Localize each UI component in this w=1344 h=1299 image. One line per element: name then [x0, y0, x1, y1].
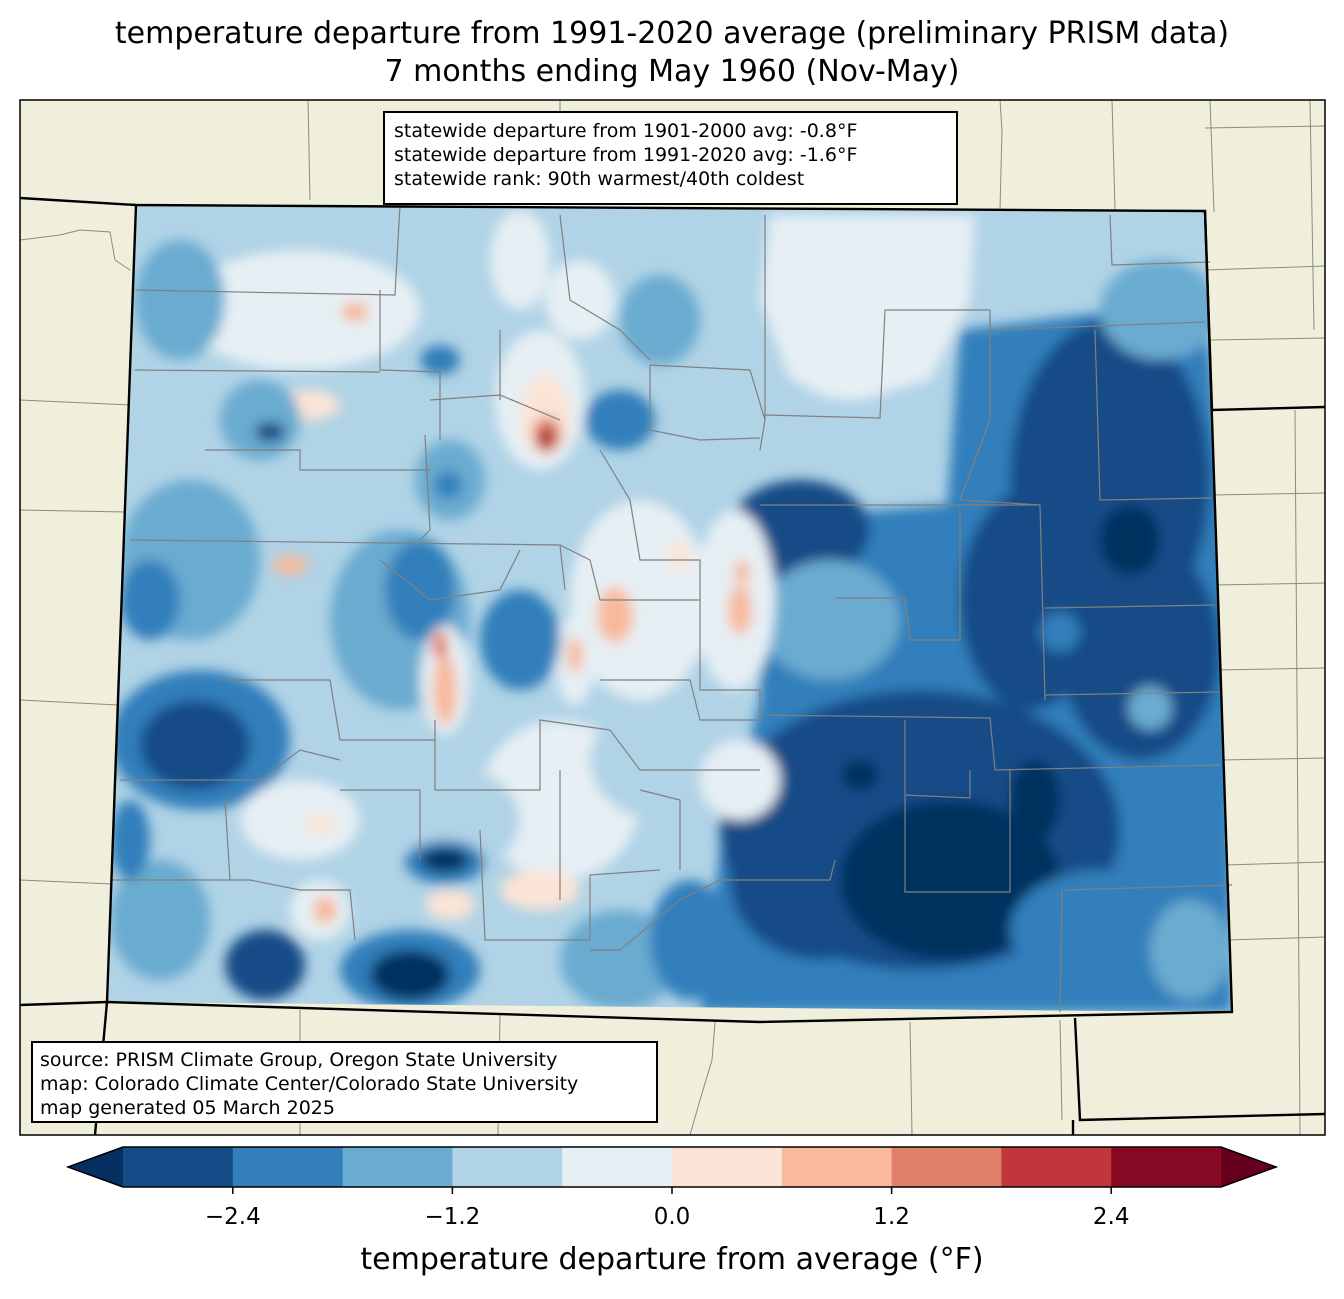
colorbar-tick-label: −1.2 [424, 1204, 481, 1230]
temperature-field [107, 205, 1232, 1012]
colorbar-bin [342, 1147, 453, 1187]
colorbar-bin [1111, 1147, 1222, 1187]
colorbar-bin [781, 1147, 893, 1187]
colorbar-label: temperature departure from average (°F) [360, 1242, 984, 1277]
map-credit-line: map: Colorado Climate Center/Colorado St… [40, 1073, 579, 1095]
colorbar-tick-label: −2.4 [204, 1204, 261, 1230]
colorbar-bin [891, 1147, 1002, 1187]
colorbar-outline [65, 1146, 1279, 1188]
colorbar-bin [562, 1147, 673, 1187]
colorbar-under-arrow [68, 1147, 123, 1187]
colorbar-bin [1001, 1147, 1112, 1187]
colorbar-bin [123, 1147, 234, 1187]
source-box: source: PRISM Climate Group, Oregon Stat… [31, 1041, 658, 1123]
colorbar-bin [452, 1147, 563, 1187]
colorbar-bin [232, 1147, 344, 1187]
statewide-stats-box: statewide departure from 1901-2000 avg: … [383, 111, 958, 205]
map-title-line2: 7 months ending May 1960 (Nov-May) [384, 54, 960, 89]
generated-date-line: map generated 05 March 2025 [40, 1097, 335, 1119]
colorbar-tick-label: 2.4 [1092, 1204, 1130, 1230]
map-title-line1: temperature departure from 1991-2020 ave… [114, 16, 1230, 51]
stats-line-1991-2020: statewide departure from 1991-2020 avg: … [394, 144, 858, 166]
map-frame [19, 99, 1326, 1136]
source-line: source: PRISM Climate Group, Oregon Stat… [40, 1049, 558, 1071]
county-lines [110, 204, 1233, 1013]
state-borders [19, 196, 1326, 1136]
colorbar-bin [672, 1147, 783, 1187]
colorbar-tick-label: 1.2 [873, 1204, 910, 1230]
stats-line-1901-2000: statewide departure from 1901-2000 avg: … [394, 120, 858, 142]
colorbar [65, 1146, 1279, 1194]
stats-line-rank: statewide rank: 90th warmest/40th coldes… [394, 168, 805, 190]
colorbar-over-arrow [1221, 1147, 1276, 1187]
colorbar-tick-label: 0.0 [653, 1204, 691, 1230]
